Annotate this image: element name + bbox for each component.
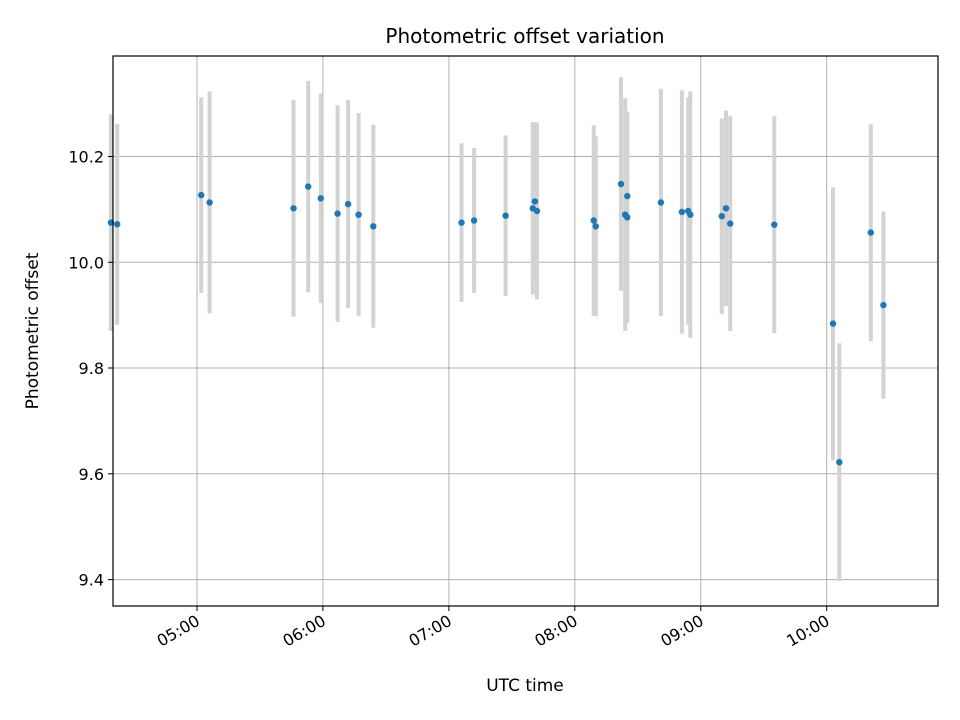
data-point	[334, 210, 341, 217]
y-tick-label: 10.2	[68, 148, 104, 167]
data-point	[198, 191, 205, 199]
y-tick-label: 10.0	[68, 253, 104, 272]
data-point	[727, 220, 734, 227]
data-point	[687, 211, 694, 218]
data-point	[502, 212, 509, 219]
x-axis-title: UTC time	[486, 676, 564, 696]
data-point	[590, 217, 597, 224]
plot-frame	[112, 55, 939, 607]
data-point	[290, 205, 297, 212]
y-axis-title: Photometric offset	[23, 252, 43, 409]
data-point	[657, 199, 665, 206]
data-point	[880, 301, 887, 309]
data-point	[206, 199, 213, 206]
y-tick-label: 9.8	[79, 359, 104, 378]
data-point	[114, 221, 121, 228]
y-tick-layer: 9.4 9.6 9.8 10.0 10.2	[68, 148, 113, 590]
chart-title: Photometric offset variation	[385, 24, 664, 48]
data-point	[624, 214, 631, 221]
data-point	[458, 219, 465, 226]
data-point	[470, 217, 478, 224]
data-point	[344, 200, 352, 208]
data-point	[531, 198, 539, 205]
grid-layer	[113, 56, 938, 606]
data-point	[718, 213, 725, 220]
data-point	[867, 229, 874, 236]
data-point	[722, 205, 730, 212]
data-point	[617, 180, 625, 188]
data-point	[592, 223, 599, 230]
data-point	[836, 459, 843, 466]
y-tick-label: 9.6	[79, 465, 104, 484]
data-point	[624, 192, 631, 200]
data-point	[370, 223, 377, 230]
data-point	[355, 211, 362, 218]
data-point	[829, 320, 837, 327]
data-point	[317, 195, 324, 202]
y-tick-label: 9.4	[79, 571, 104, 590]
data-point	[678, 208, 686, 216]
data-point	[533, 207, 541, 215]
data-point	[305, 183, 312, 190]
data-point	[771, 221, 778, 228]
